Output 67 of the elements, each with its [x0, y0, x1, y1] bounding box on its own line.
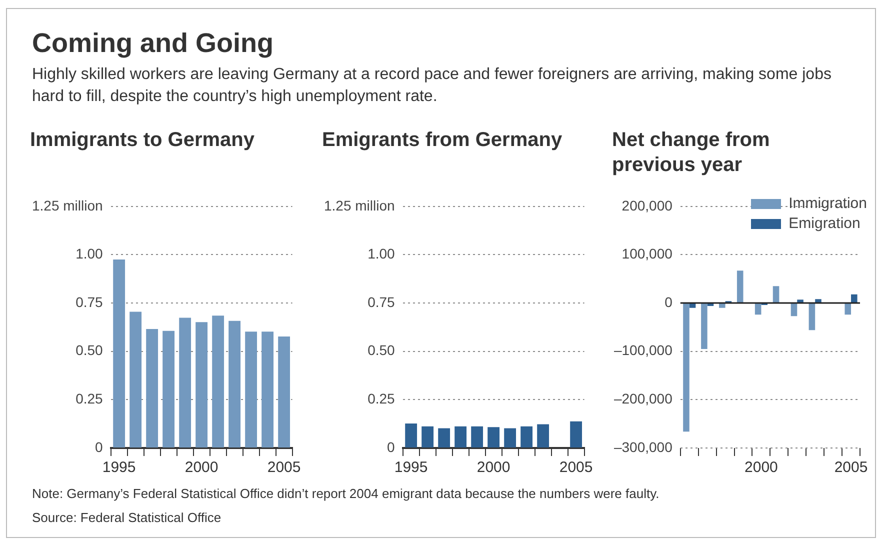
bar: [162, 330, 175, 448]
bar: [815, 299, 822, 303]
y-tick-label: 0.25: [368, 390, 396, 407]
bar: [488, 427, 500, 448]
bar: [278, 336, 290, 448]
bar: [772, 286, 780, 303]
bar: [228, 320, 241, 448]
bar: [262, 332, 274, 448]
bar: [520, 426, 533, 448]
y-tick-label: 0: [664, 294, 673, 310]
bar: [701, 304, 708, 349]
bar: [422, 426, 434, 448]
bar: [471, 426, 484, 448]
y-tick-label: 100,000: [622, 246, 673, 262]
y-tick-label: 0.25: [76, 390, 104, 407]
bar: [196, 322, 208, 448]
legend-label: Emigration: [788, 214, 862, 234]
chart-title: Immigrants to Germany: [30, 128, 256, 153]
y-tick-label: 0.50: [368, 342, 396, 358]
x-tick-label: 1995: [102, 459, 136, 476]
y-tick-label: 1.00: [368, 246, 396, 262]
bar: [683, 304, 690, 432]
bar: [130, 312, 142, 448]
bar: [736, 270, 744, 303]
bar: [797, 300, 804, 303]
bar: [405, 423, 418, 448]
bar: [851, 294, 858, 303]
bar: [537, 424, 550, 448]
x-tick-label: 2005: [559, 459, 593, 476]
bar: [438, 428, 450, 448]
y-tick-label: 1.00: [76, 246, 104, 262]
x-tick-label: 2000: [476, 459, 510, 476]
y-tick-label: 0: [387, 438, 396, 455]
bar: [179, 318, 192, 448]
bar: [790, 304, 798, 316]
text: Coming and Going: [32, 28, 274, 59]
y-tick-label: 0.50: [76, 342, 104, 358]
bar: [113, 260, 126, 448]
text: Highly skilled workers are leaving Germany at a record pace and fewer foreigners are arriving, making some jobs hard to fill, despite the country’s high unemployment rate.: [32, 65, 832, 107]
bar: [844, 304, 852, 315]
y-tick-label: –300,000: [614, 438, 673, 455]
y-tick-label: 1.25 million: [32, 197, 103, 214]
x-tick-label: 2000: [744, 459, 778, 476]
bar: [454, 426, 467, 448]
x-tick-label: 2005: [834, 459, 868, 476]
legend-label: Immigration: [788, 194, 867, 214]
x-tick-label: 2005: [267, 459, 301, 476]
text: Note: Germany’s Federal Statistical Office didn’t report 2004 emigrant data because the numbers were faulty.: [32, 486, 660, 501]
x-tick-label: 1995: [394, 459, 428, 476]
chart-title: Emigrants from Germany: [322, 128, 564, 153]
bar: [504, 428, 516, 448]
y-tick-label: 0.75: [368, 294, 396, 310]
bar: [146, 328, 158, 448]
bar: [570, 421, 582, 448]
chart-title: Net change from previous year: [612, 128, 771, 178]
y-tick-label: –100,000: [614, 342, 673, 358]
y-tick-label: –200,000: [614, 390, 673, 407]
bar: [808, 304, 816, 330]
x-tick-label: 2000: [184, 459, 218, 476]
bar: [245, 332, 258, 448]
bar: [754, 304, 762, 315]
bar: [212, 316, 224, 448]
y-tick-label: 0.75: [76, 294, 104, 310]
source-note: Source: Federal Statistical Office: [32, 510, 222, 525]
y-tick-label: 1.25 million: [324, 197, 395, 214]
y-tick-label: 0: [95, 438, 104, 455]
y-tick-label: 200,000: [622, 197, 673, 214]
